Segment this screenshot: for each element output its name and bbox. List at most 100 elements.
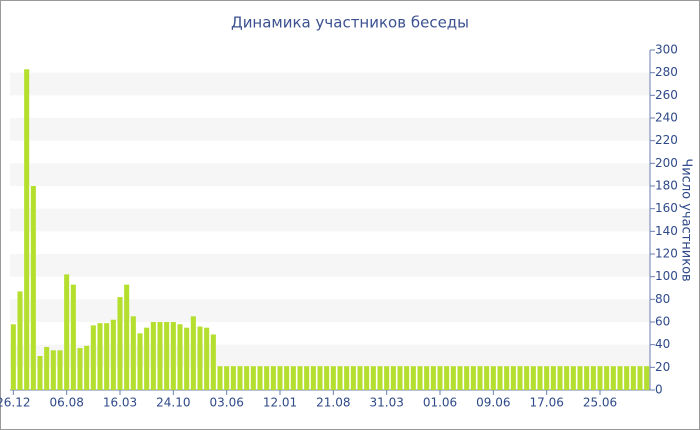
bar (277, 366, 283, 390)
bar (470, 366, 476, 390)
bar (44, 346, 50, 390)
bar (504, 366, 510, 390)
bar (304, 366, 310, 390)
x-tick-label: 17.06 (529, 396, 563, 410)
x-tick-label: 06.08 (49, 396, 83, 410)
bar (477, 366, 483, 390)
bar (577, 366, 583, 390)
grid-band (10, 254, 650, 277)
y-tick-label: 40 (655, 337, 670, 351)
bar (397, 366, 403, 390)
bar (617, 366, 623, 390)
bar (344, 366, 350, 390)
bar (157, 322, 163, 390)
y-tick-label: 220 (655, 133, 678, 147)
bar (437, 366, 443, 390)
y-tick-label: 260 (655, 88, 678, 102)
bar (70, 284, 76, 390)
bar (210, 334, 216, 390)
bar (550, 366, 556, 390)
bar (430, 366, 436, 390)
x-tick-label: 03.06 (209, 396, 243, 410)
bar (564, 366, 570, 390)
x-tick-label: 31.03 (369, 396, 403, 410)
bar (637, 366, 643, 390)
bar (110, 319, 116, 390)
bar (17, 291, 23, 390)
bar (417, 366, 423, 390)
bar (444, 366, 450, 390)
bar (117, 297, 123, 390)
bar (97, 323, 103, 390)
bar (544, 366, 550, 390)
x-tick-label: 12.01 (263, 396, 297, 410)
bar (270, 366, 276, 390)
x-tick-label: 16.03 (103, 396, 137, 410)
y-tick-label: 80 (655, 292, 670, 306)
y-tick-label: 280 (655, 65, 678, 79)
y-tick-label: 120 (655, 247, 678, 261)
bar (177, 324, 183, 390)
bar (497, 366, 503, 390)
bar (290, 366, 296, 390)
x-tick-label: 25.06 (583, 396, 617, 410)
bar (490, 366, 496, 390)
bar (357, 366, 363, 390)
bar (10, 324, 16, 390)
bar (530, 366, 536, 390)
bar (624, 366, 630, 390)
bar (424, 366, 430, 390)
bar (24, 69, 30, 391)
bar (350, 366, 356, 390)
y-tick-label: 140 (655, 224, 678, 238)
bar (30, 186, 36, 390)
x-tick-label: 01.06 (423, 396, 457, 410)
bar (324, 366, 330, 390)
bar (570, 366, 576, 390)
y-tick-label: 20 (655, 360, 670, 374)
grid-band (10, 118, 650, 141)
grid-band (10, 163, 650, 186)
y-tick-label: 0 (655, 383, 663, 397)
bar (84, 345, 90, 390)
bar (124, 284, 130, 390)
bar (337, 366, 343, 390)
bar (50, 350, 56, 390)
grid-band (10, 72, 650, 96)
bar (370, 366, 376, 390)
bar (464, 366, 470, 390)
bar (610, 366, 616, 390)
bar (204, 327, 210, 390)
bar (217, 366, 223, 390)
bar (130, 316, 136, 390)
bar (137, 333, 143, 390)
bar (150, 322, 156, 390)
x-tick-label: 09.06 (476, 396, 510, 410)
bar (77, 348, 83, 390)
bar (264, 366, 270, 390)
bar (230, 366, 236, 390)
bar (524, 366, 530, 390)
bar (557, 366, 563, 390)
bar (317, 366, 323, 390)
bar (364, 366, 370, 390)
bar (190, 316, 196, 390)
y-tick-label: 300 (655, 43, 678, 57)
x-tick-label: 24.10 (156, 396, 190, 410)
bar (604, 366, 610, 390)
bar (164, 322, 170, 390)
x-tick-label: 26.12 (0, 396, 31, 410)
chart-title: Динамика участников беседы (231, 14, 469, 32)
x-tick-label: 21.08 (316, 396, 350, 410)
bar (384, 366, 390, 390)
bar (197, 326, 203, 390)
grid-band (10, 208, 650, 232)
bar (377, 366, 383, 390)
bar (184, 327, 190, 390)
bar (330, 366, 336, 390)
bar (37, 356, 43, 390)
y-tick-label: 180 (655, 179, 678, 193)
bar (410, 366, 416, 390)
bar (537, 366, 543, 390)
